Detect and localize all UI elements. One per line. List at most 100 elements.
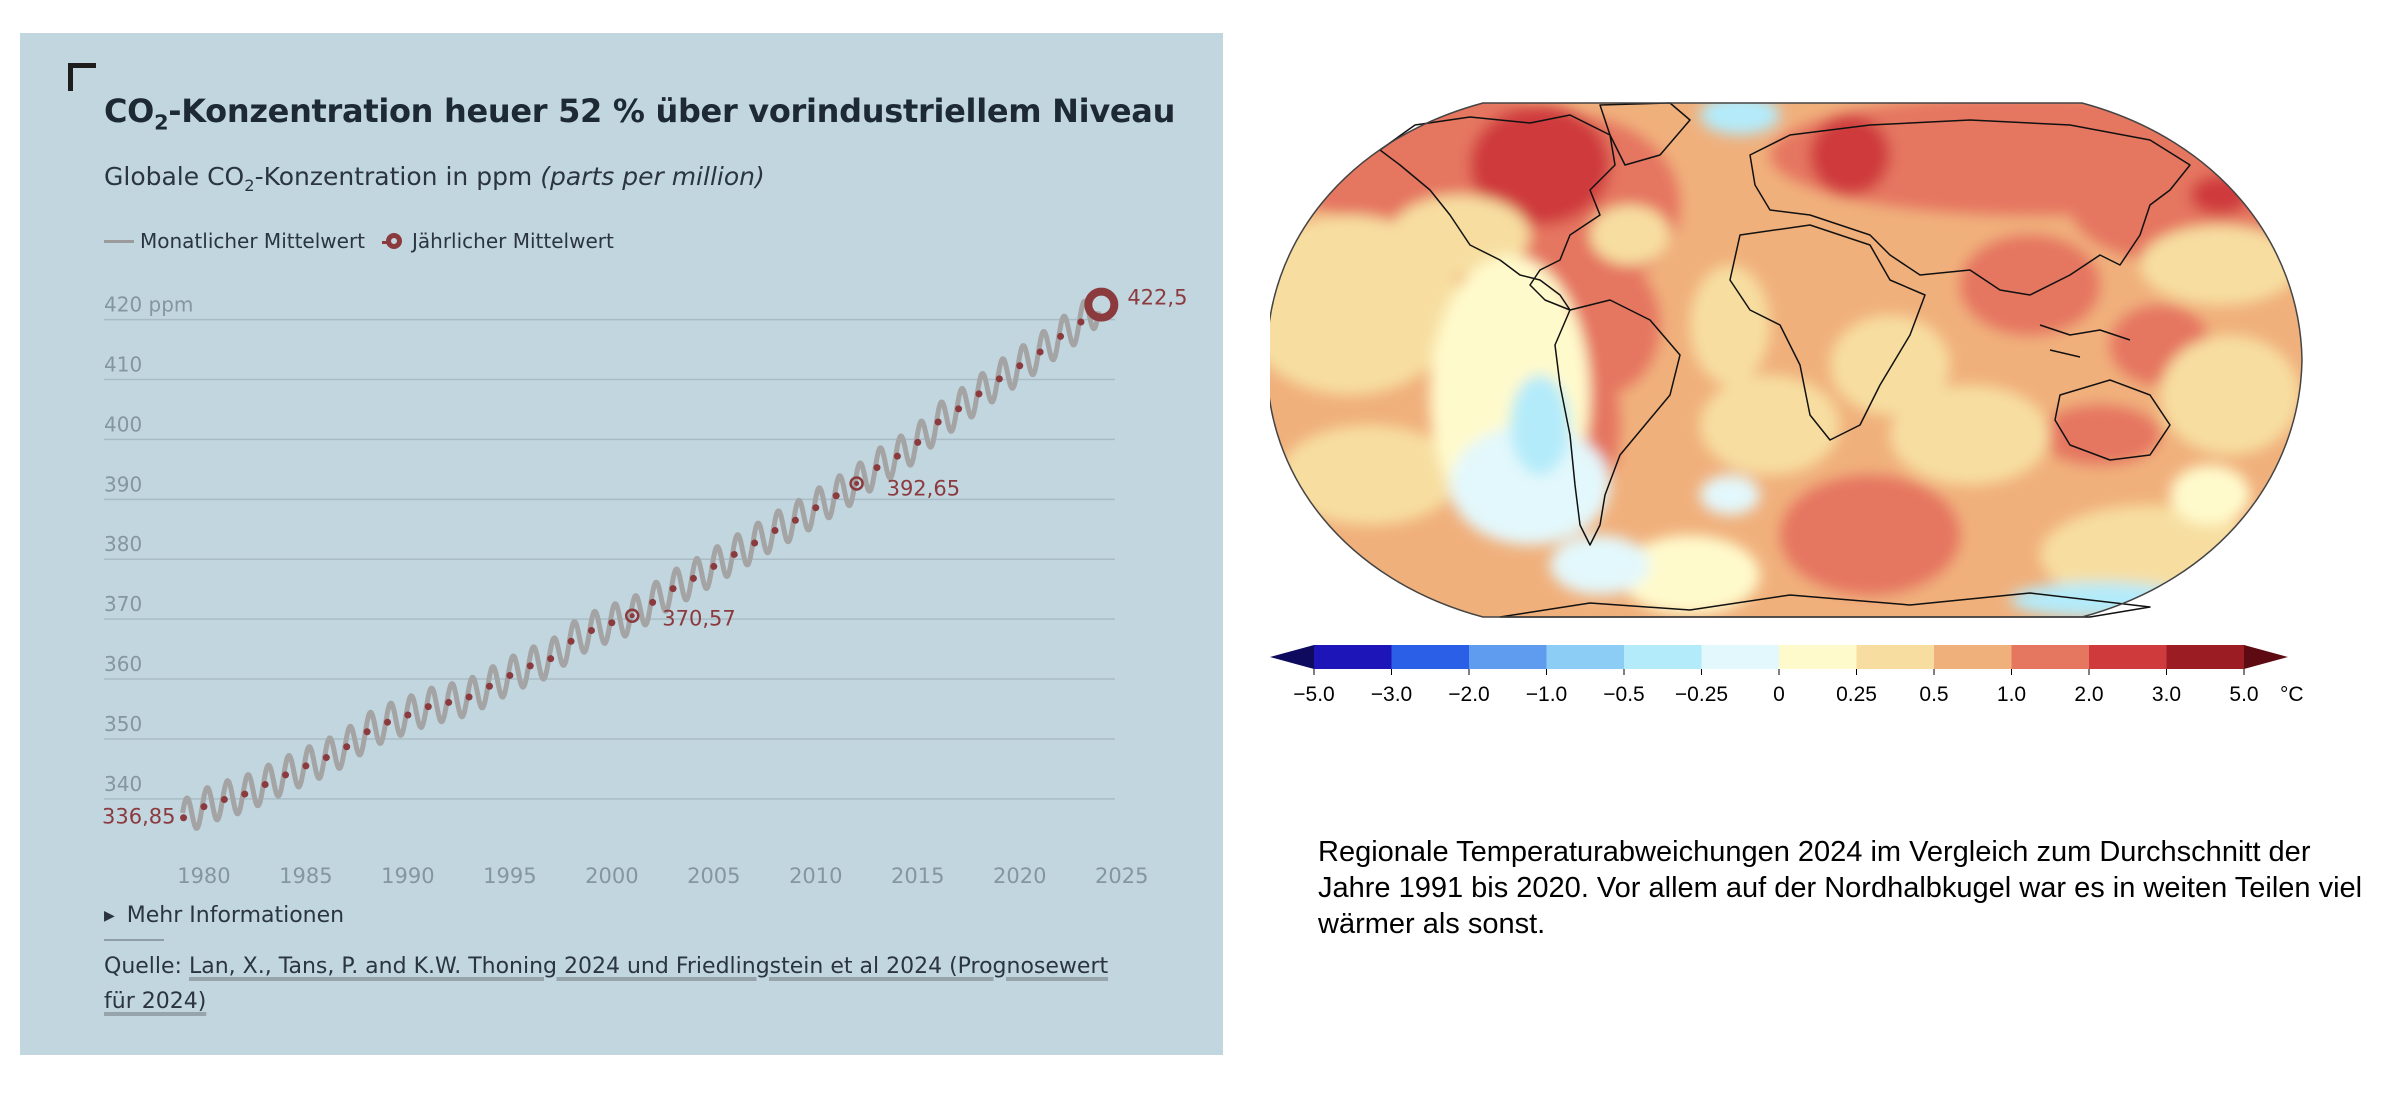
- yearly-point: [587, 627, 595, 635]
- colorbar-tick-label: 0.25: [1836, 683, 1877, 706]
- more-info-label: Mehr Informationen: [126, 903, 345, 928]
- co2-chart-card: CO 2 -Konzentration heuer 52 % über vorind…: [20, 33, 1223, 1055]
- x-tick-label: 2015: [891, 864, 944, 888]
- x-tick-label: 2020: [993, 864, 1046, 888]
- yearly-series-points: [180, 287, 1119, 822]
- colorbar-segment: [1469, 645, 1547, 669]
- colorbar-tick-label: 2.0: [2074, 683, 2103, 706]
- anomaly-fill: [1270, 103, 2302, 617]
- coastlines: [1379, 102, 2191, 618]
- co2-line-chart: 340 350 360 370 380 390 400 410 420 ppm 1980 1985…: [102, 286, 1187, 888]
- data-label: 336,85: [102, 805, 175, 829]
- yearly-point: [955, 405, 963, 413]
- yearly-point: [629, 613, 635, 619]
- source-link[interactable]: Lan, X., Tans, P. and K.W. Thoning 2024 …: [104, 954, 1109, 1014]
- colorbar-segment: [1701, 645, 1780, 669]
- subtitle-text: Globale CO: [104, 162, 245, 191]
- colorbar-tick-label: 0: [1773, 683, 1785, 706]
- colorbar-tick-label: 3.0: [2152, 683, 2181, 706]
- x-tick-label: 1995: [483, 864, 536, 888]
- grid-lines: [104, 318, 1115, 800]
- x-tick-label: 2000: [585, 864, 638, 888]
- map-caption: Regionale Temperaturabweichungen 2024 im…: [1318, 836, 2363, 940]
- yearly-point-ring: [849, 476, 864, 491]
- colorbar-segment: [1856, 645, 1935, 669]
- yearly-point: [404, 711, 412, 719]
- y-tick-label: 390: [104, 472, 142, 496]
- subtitle-italic: (parts per million): [540, 162, 765, 191]
- yearly-point: [710, 562, 718, 570]
- temperature-anomaly-map: [1270, 102, 2303, 618]
- colorbar-segment: [2166, 645, 2245, 669]
- x-tick-label: 2010: [789, 864, 842, 888]
- divider: [104, 939, 164, 941]
- data-labels: 336,85 370,57 392,65 422,5: [102, 286, 1187, 829]
- title-text-rest: -Konzentration heuer 52 % über vorindust…: [168, 92, 1176, 130]
- yearly-point: [302, 762, 310, 770]
- x-axis-ticks: 1980 1985 1990 1995 2000 2005 2010 2015 2020 2025: [177, 864, 1148, 888]
- yearly-point: [241, 790, 249, 798]
- chart-subtitle: Globale CO2-Konzentration in ppm (parts …: [104, 161, 1104, 196]
- x-tick-label: 2025: [1095, 864, 1148, 888]
- data-label: 370,57: [662, 607, 735, 631]
- colorbar-tick-label: −1.0: [1526, 683, 1567, 706]
- more-info-toggle[interactable]: ▶ Mehr Informationen: [104, 903, 344, 928]
- colorbar-segment: [1934, 645, 2012, 669]
- yearly-point: [1036, 348, 1044, 356]
- australia-outline: [2054, 379, 2171, 461]
- north-america-outline: [1379, 114, 1616, 311]
- yearly-point: [506, 671, 514, 679]
- source-label: Quelle:: [104, 954, 189, 979]
- monthly-series-line: [180, 298, 1102, 831]
- colorbar-segments: [1270, 645, 2288, 669]
- yearly-point: [1016, 362, 1024, 370]
- yearly-point: [383, 718, 391, 726]
- colorbar-tick-label: −0.5: [1603, 683, 1644, 706]
- data-label: 422,5: [1127, 286, 1187, 310]
- yearly-point: [771, 526, 779, 534]
- yearly-point: [751, 539, 759, 547]
- subtitle-subscript: 2: [244, 176, 255, 195]
- legend-label-monthly: Monatlicher Mittelwert: [140, 229, 366, 253]
- colorbar-tick-label: −5.0: [1293, 683, 1334, 706]
- corner-bracket-icon: [68, 63, 96, 91]
- colorbar-tick-label: 5.0: [2229, 683, 2258, 706]
- colorbar-tick-label: 0.5: [1919, 683, 1948, 706]
- legend-label-yearly: Jährlicher Mittelwert: [412, 229, 614, 253]
- title-text: CO: [104, 92, 155, 130]
- yearly-point-ring: [624, 608, 640, 623]
- colorbar-segment: [2011, 645, 2090, 669]
- colorbar-ticks: −5.0 −3.0 −2.0 −1.0 −0.5 −0.25 0 0.25 0.5 1.0 2.0 3…: [1293, 669, 2304, 706]
- colorbar-segment: [1779, 645, 1857, 669]
- yearly-point: [485, 682, 493, 690]
- yearly-point: [526, 662, 534, 670]
- legend-item-yearly: Jährlicher Mittelwert: [382, 229, 614, 253]
- x-tick-label: 1980: [177, 864, 230, 888]
- map-border: [1270, 102, 2303, 618]
- source-note: Quelle: Lan, X., Tans, P. and K.W. Thoni…: [104, 949, 1144, 1019]
- yearly-point: [180, 814, 188, 822]
- yearly-point: [363, 728, 371, 736]
- colorbar-unit: °C: [2280, 683, 2304, 706]
- colorbar-high-arrow: [2244, 645, 2288, 669]
- indonesia-outline: [2039, 324, 2131, 358]
- yearly-point: [282, 771, 290, 779]
- yearly-point: [567, 637, 575, 645]
- yearly-point: [547, 655, 555, 663]
- yearly-point: [343, 743, 351, 751]
- yearly-point: [730, 550, 738, 558]
- south-america-outline: [1554, 299, 1681, 546]
- legend-line-icon: [104, 239, 134, 243]
- yearly-point-highlight: [1084, 287, 1119, 322]
- yearly-point: [975, 390, 983, 398]
- y-tick-label: 350: [104, 712, 142, 736]
- legend-ring-icon: [382, 233, 402, 249]
- yearly-point: [261, 780, 269, 788]
- y-tick-label: 360: [104, 652, 142, 676]
- colorbar-segment: [1624, 645, 1702, 669]
- yearly-point: [465, 693, 473, 701]
- colorbar-segment: [1546, 645, 1625, 669]
- yearly-point: [649, 598, 657, 606]
- yearly-point: [873, 464, 881, 472]
- colorbar-segment: [1391, 645, 1470, 669]
